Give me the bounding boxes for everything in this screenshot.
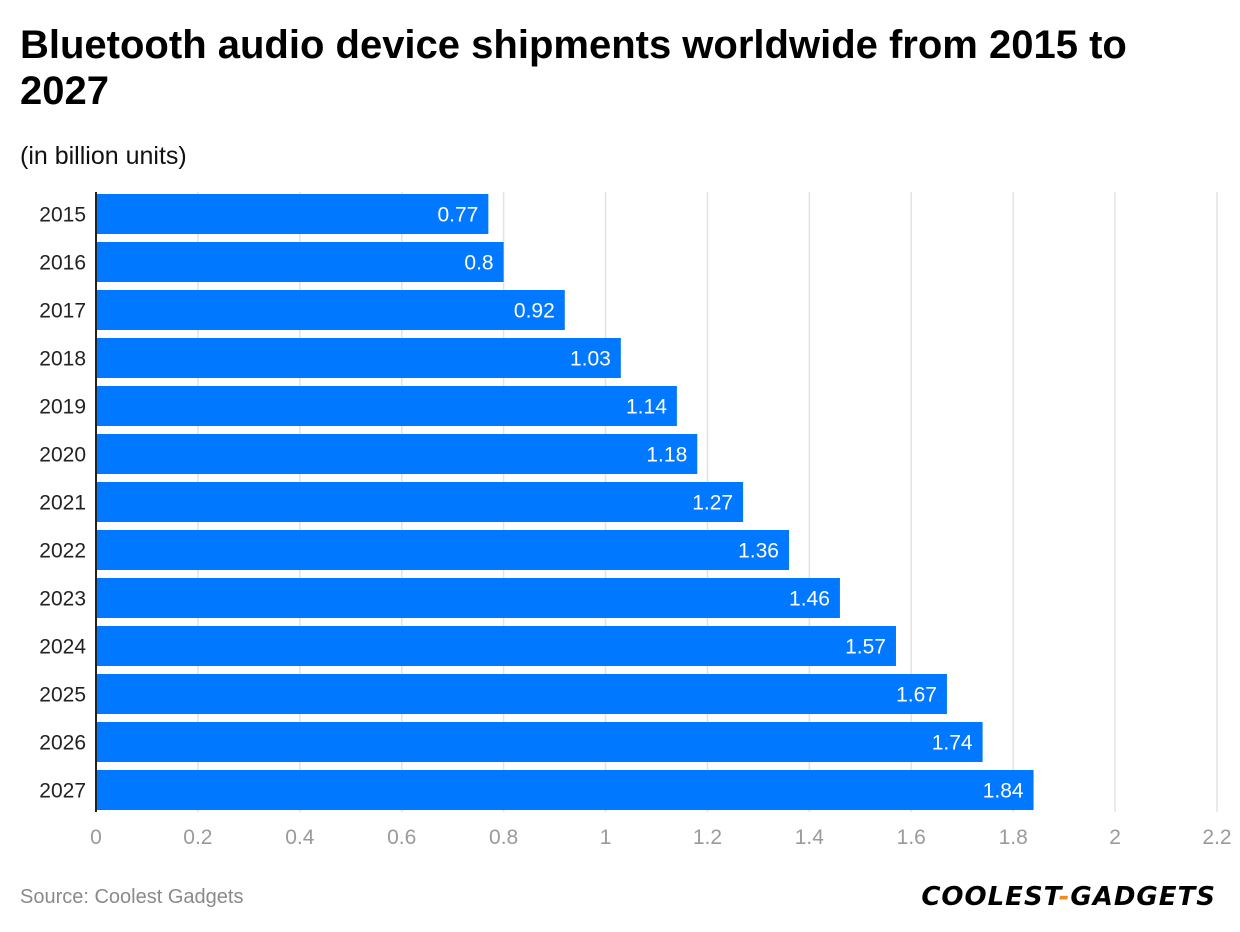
brand-logo: COOLEST-GADGETS: [921, 882, 1216, 912]
logo-text-right: GADGETS: [1070, 882, 1216, 912]
x-tick-label: 0.2: [183, 826, 212, 849]
x-tick-label: 1.6: [897, 826, 926, 849]
x-tick-label: 1.4: [795, 826, 825, 849]
bar: [96, 290, 565, 330]
y-category-label: 2025: [39, 684, 86, 707]
bar: [96, 434, 698, 474]
bar: [96, 578, 840, 618]
y-category-label: 2017: [39, 300, 86, 323]
bar: [96, 674, 947, 714]
data-label: 1.14: [626, 396, 667, 419]
bar: [96, 194, 489, 234]
bar: [96, 530, 789, 570]
data-label: 0.8: [464, 252, 493, 275]
y-category-label: 2023: [39, 588, 86, 611]
bar: [96, 722, 983, 762]
x-tick-label: 2.2: [1202, 826, 1231, 849]
x-tick-label: 1.8: [999, 826, 1028, 849]
data-label: 0.77: [437, 204, 478, 227]
bar-chart: 0 0.2 0.4 0.6 0.8 1 1.2 1.4 1.6 1.8 2 2.2 0.77 2015 0.…: [39, 192, 1232, 849]
logo-text-left: COOLEST: [921, 882, 1059, 912]
chart-subtitle: (in billion units): [20, 142, 187, 170]
data-label: 1.84: [983, 780, 1024, 803]
y-category-label: 2022: [39, 540, 86, 563]
y-category-label: 2016: [39, 252, 86, 275]
y-category-label: 2015: [39, 204, 86, 227]
data-label: 1.36: [738, 540, 779, 563]
x-tick-label: 0: [90, 826, 102, 849]
data-label: 1.27: [692, 492, 733, 515]
x-tick-label: 2: [1109, 826, 1121, 849]
bar: [96, 338, 621, 378]
x-tick-label: 0.6: [387, 826, 416, 849]
y-category-label: 2018: [39, 348, 86, 371]
bar: [96, 242, 504, 282]
y-category-label: 2021: [39, 492, 86, 515]
data-label: 1.74: [932, 732, 973, 755]
bar: [96, 482, 744, 522]
y-category-label: 2024: [39, 636, 86, 659]
logo-separator: -: [1058, 882, 1071, 912]
data-label: 1.18: [646, 444, 687, 467]
bar: [96, 770, 1034, 810]
x-tick-label: 0.4: [285, 826, 315, 849]
y-category-label: 2026: [39, 732, 86, 755]
data-label: 1.67: [896, 684, 937, 707]
bar: [96, 386, 677, 426]
x-tick-label: 1.2: [693, 826, 722, 849]
x-tick-label: 0.8: [489, 826, 518, 849]
y-category-label: 2020: [39, 444, 86, 467]
y-category-label: 2027: [39, 780, 86, 803]
bar: [96, 626, 896, 666]
data-label: 1.03: [570, 348, 611, 371]
chart-title: Bluetooth audio device shipments worldwi…: [20, 23, 1127, 113]
data-label: 0.92: [514, 300, 555, 323]
source-note: Source: Coolest Gadgets: [20, 886, 244, 908]
data-label: 1.57: [845, 636, 886, 659]
x-tick-label: 1: [600, 826, 612, 849]
data-label: 1.46: [789, 588, 830, 611]
y-category-label: 2019: [39, 396, 86, 419]
